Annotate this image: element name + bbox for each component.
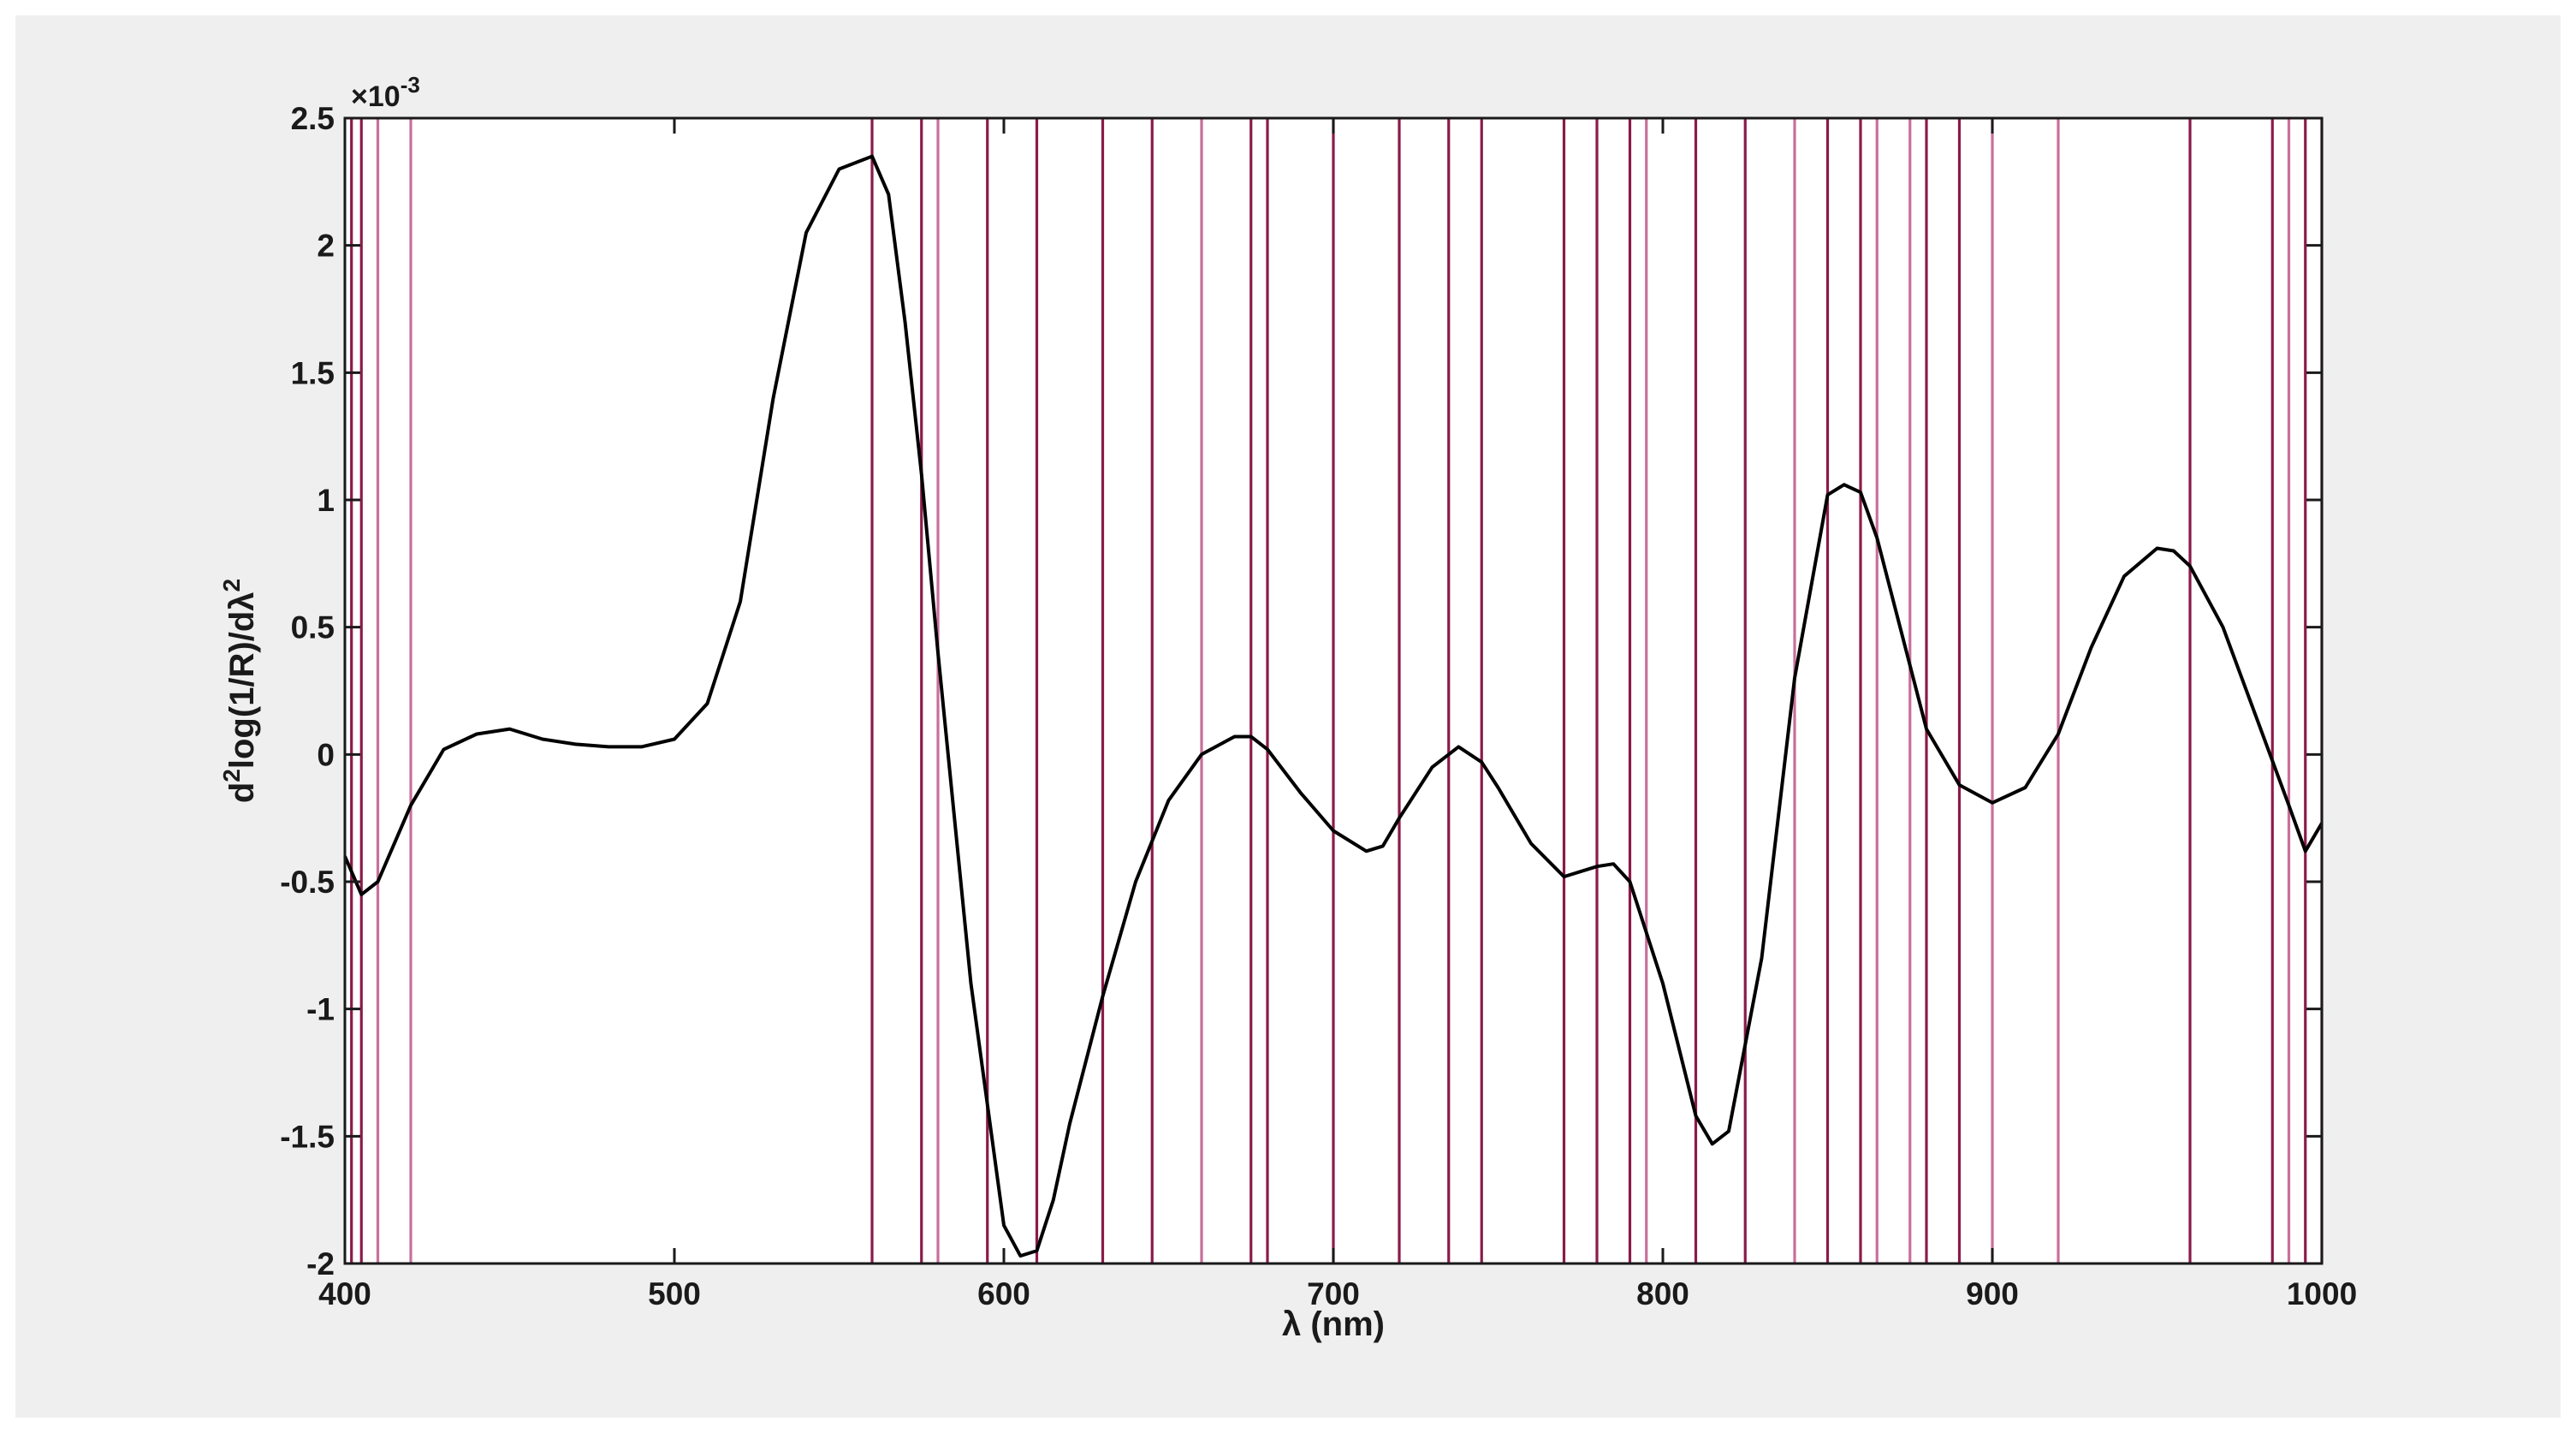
series-layer: [343, 154, 2324, 1258]
y-exponent-label: ×10-3: [351, 72, 420, 113]
x-tick-label: 1000: [2287, 1276, 2357, 1311]
y-tick-label: 0.5: [291, 610, 335, 645]
x-tick-label: 900: [1966, 1276, 2019, 1311]
y-axis-ticks: -2 -1.5 -1 -0.5 0 0.5 1 1.5 2 2.5: [280, 101, 2322, 1281]
y-axis-label: d2log(1/R)/dλ2: [218, 579, 261, 803]
x-axis-label: λ (nm): [1282, 1305, 1385, 1343]
y-exponent-base: ×10: [351, 80, 401, 113]
y-axis-label-sup1: 2: [218, 769, 245, 782]
y-axis-label-prefix: d: [223, 782, 261, 803]
x-axis-ticks: 400 500 600 700 800 900 1000: [318, 118, 2357, 1311]
y-tick-label: 1.5: [291, 355, 335, 390]
x-tick-label: 400: [318, 1276, 371, 1311]
x-tick-label: 600: [977, 1276, 1030, 1311]
y-tick-label: 1: [317, 483, 335, 518]
y-tick-label: -1: [306, 992, 335, 1027]
y-tick-label: 2.5: [291, 101, 335, 136]
x-tick-label: 500: [648, 1276, 701, 1311]
y-tick-label: -2: [306, 1246, 335, 1281]
y-exponent-power: -3: [401, 72, 420, 98]
series-line: [343, 154, 2324, 1258]
y-axis-label-middle: log(1/R)/dλ: [223, 592, 261, 769]
y-tick-label: -1.5: [280, 1119, 335, 1154]
y-tick-label: 0: [317, 737, 335, 772]
x-tick-label: 800: [1636, 1276, 1689, 1311]
y-axis-label-sup2: 2: [218, 579, 245, 592]
x-tick-label: 700: [1307, 1276, 1360, 1311]
y-tick-label: -0.5: [280, 865, 335, 900]
y-tick-label: 2: [317, 229, 335, 264]
